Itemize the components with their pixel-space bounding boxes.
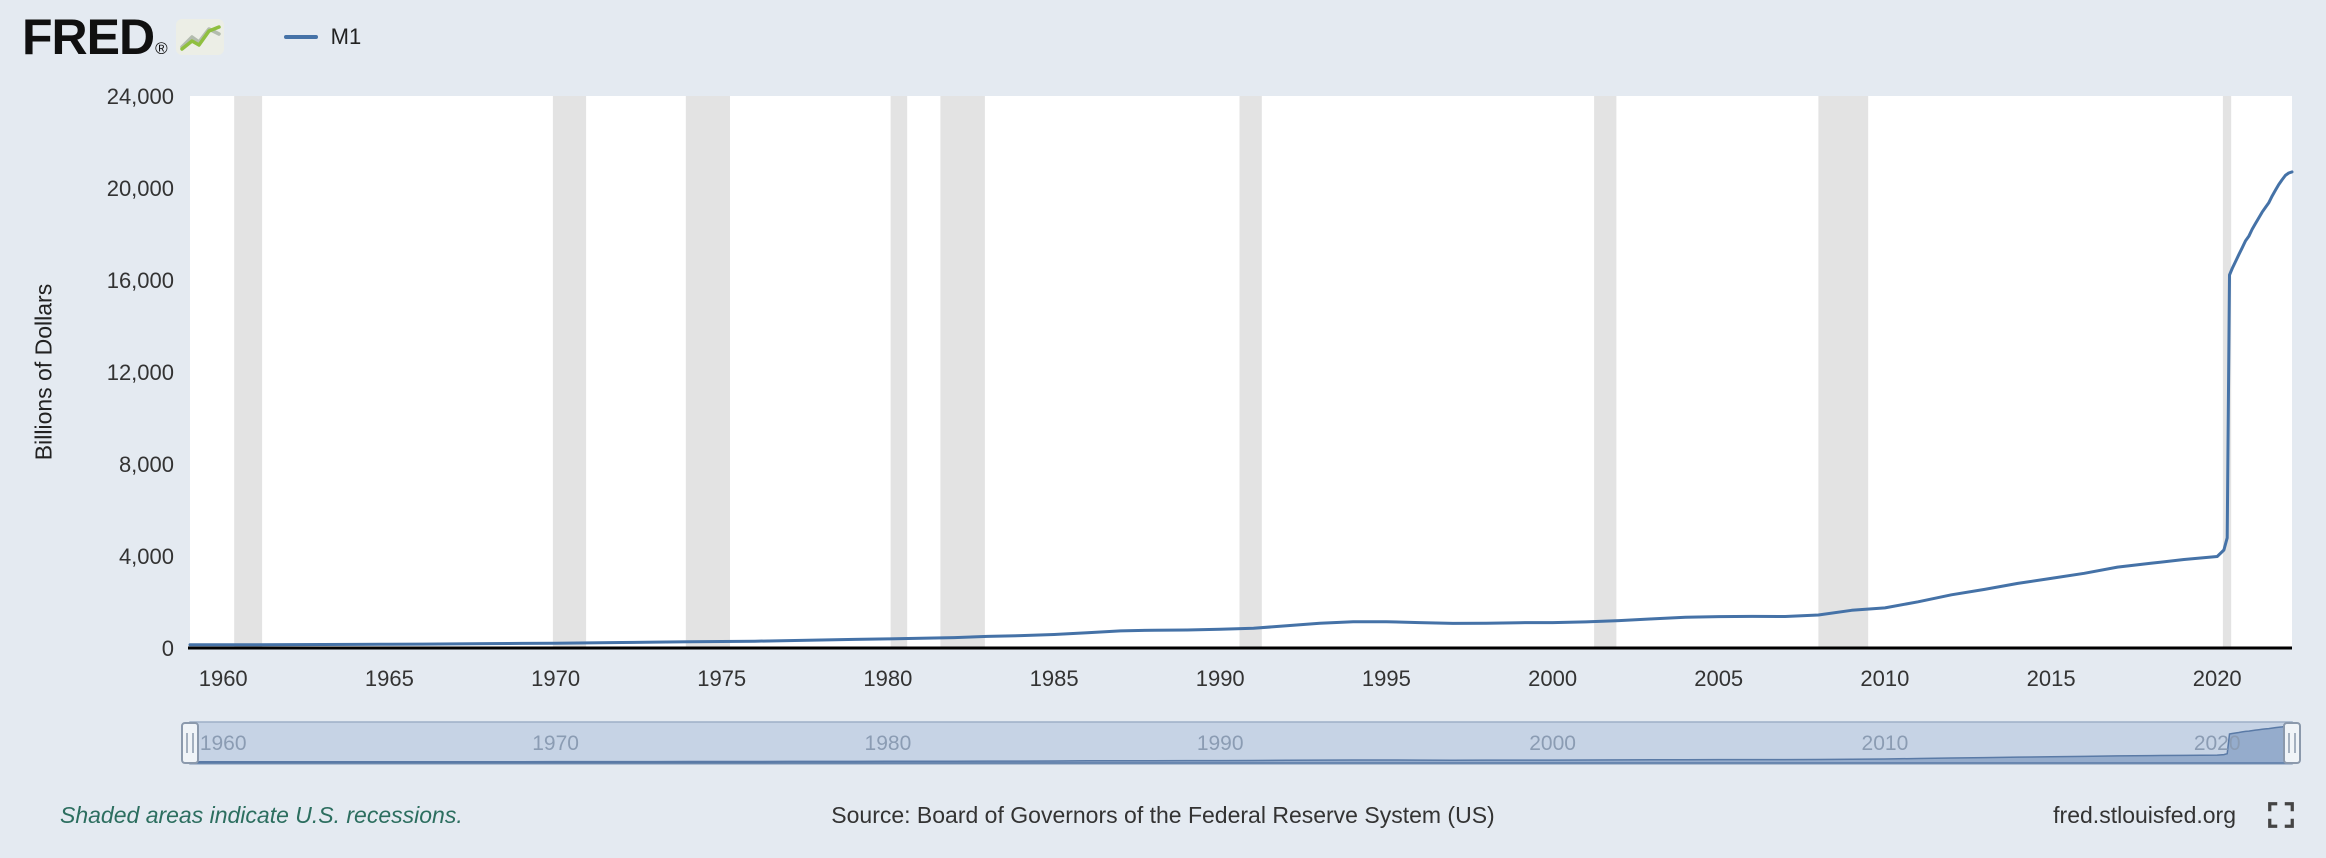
fred-sparkline-icon (175, 19, 224, 55)
registered-mark-icon: ® (155, 39, 168, 58)
m1-series-line (188, 170, 2294, 647)
recession-band (1818, 96, 1869, 648)
fred-logo-text: FRED (22, 9, 155, 65)
y-tick-label: 16,000 (107, 268, 174, 293)
slider-year-label: 1990 (1197, 732, 1244, 755)
slider-year-label: 1970 (532, 732, 579, 755)
x-tick-label: 1980 (863, 666, 912, 691)
x-tick-label: 1960 (199, 666, 248, 691)
recession-band (1594, 96, 1617, 648)
x-tick-label: 1965 (365, 666, 414, 691)
range-slider[interactable]: 1960 1970 1980 1990 2000 2010 2020 (0, 716, 2326, 774)
x-tick-label: 1995 (1362, 666, 1411, 691)
x-tick-label: 2005 (1694, 666, 1743, 691)
slider-mini-series (190, 725, 2292, 764)
chart-legend: M1 (283, 24, 362, 50)
recession-band (940, 96, 985, 648)
header: FRED ® M1 (22, 12, 361, 62)
x-tick-label: 1990 (1196, 666, 1245, 691)
x-tick-label: 2020 (2193, 666, 2242, 691)
x-tick-label: 1975 (697, 666, 746, 691)
y-tick-label: 8,000 (119, 452, 174, 477)
x-tick-label: 1970 (531, 666, 580, 691)
recession-band (552, 96, 587, 648)
legend-line-swatch (283, 35, 318, 39)
recession-band (234, 96, 263, 648)
x-tick-label: 1985 (1030, 666, 1079, 691)
fullscreen-icon[interactable] (2266, 800, 2296, 830)
x-tick-label: 2000 (1528, 666, 1577, 691)
legend-series-label: M1 (330, 24, 362, 49)
y-tick-label: 0 (162, 636, 174, 661)
x-tick-label: 2015 (2027, 666, 2076, 691)
slider-handle-left[interactable] (181, 722, 199, 764)
site-link[interactable]: fred.stlouisfed.org (2053, 801, 2236, 828)
y-tick-label: 24,000 (107, 84, 174, 109)
recession-band (890, 96, 908, 648)
fred-logo[interactable]: FRED ® (22, 12, 226, 62)
recession-band (2222, 96, 2232, 648)
slider-year-label: 2010 (1862, 732, 1909, 755)
slider-year-label: 2000 (1529, 732, 1576, 755)
slider-handle-right[interactable] (2283, 722, 2301, 764)
slider-year-label: 1960 (200, 732, 247, 755)
y-tick-label: 4,000 (119, 544, 174, 569)
slider-year-label: 2020 (2194, 732, 2241, 755)
footer: Shaded areas indicate U.S. recessions. S… (0, 792, 2326, 844)
y-tick-label: 12,000 (107, 360, 174, 385)
recession-band (685, 96, 730, 648)
m1-line-chart[interactable]: 0 4,000 8,000 12,000 16,000 20,000 24,000 1960 1… (0, 0, 2326, 706)
y-tick-label: 20,000 (107, 176, 174, 201)
x-tick-label: 2010 (1860, 666, 1909, 691)
recession-note: Shaded areas indicate U.S. recessions. (60, 802, 463, 828)
source-text: Source: Board of Governors of the Federa… (831, 802, 1495, 828)
recession-band (1239, 96, 1262, 648)
slider-year-label: 1980 (865, 732, 912, 755)
